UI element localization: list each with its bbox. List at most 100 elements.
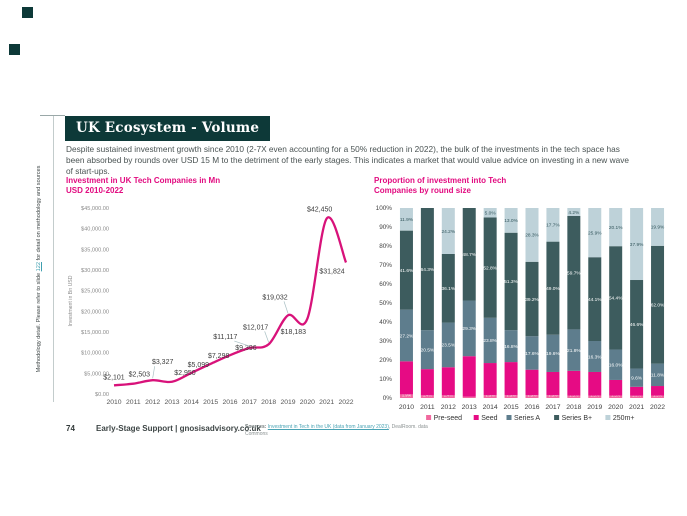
decorative-square-bottom [9, 44, 20, 55]
bar-segment-series-b- [399, 230, 413, 310]
svg-text:2019: 2019 [280, 399, 295, 406]
svg-text:2022: 2022 [338, 399, 353, 406]
data-point-label: $12,017 [243, 324, 268, 331]
bar-segment-250m- [504, 208, 518, 233]
svg-text:16.3%: 16.3% [588, 354, 602, 360]
bar-segment-seed [525, 369, 539, 396]
svg-text:10%: 10% [379, 376, 392, 383]
svg-text:23.5%: 23.5% [442, 343, 456, 349]
svg-text:2013: 2013 [164, 399, 179, 406]
slide-title-box: UK Ecosystem - Volume [65, 116, 271, 141]
bar-segment-pre-seed [399, 394, 413, 398]
bar-segment-seed [420, 369, 434, 396]
bar-segment-series-b- [588, 257, 602, 341]
legend-swatch-series-b- [554, 415, 560, 420]
bar-segment-series-b- [546, 241, 560, 335]
bar-segment-series-a [525, 336, 539, 370]
bar-segment-seed [651, 386, 665, 396]
svg-text:2020: 2020 [608, 404, 623, 411]
bar-segment-series-b- [504, 232, 518, 331]
svg-text:60%: 60% [379, 281, 392, 288]
sources-label: Sources: [245, 424, 267, 430]
bar-segment-pre-seed [609, 395, 623, 398]
svg-text:23.8%: 23.8% [483, 338, 497, 344]
svg-text:21.8%: 21.8% [567, 348, 581, 354]
svg-text:$40,000.00: $40,000.00 [81, 227, 109, 233]
svg-text:$45,000.00: $45,000.00 [81, 206, 109, 212]
divider-line-vertical [53, 116, 54, 402]
bar-segment-250m- [483, 208, 497, 218]
svg-text:13.0%: 13.0% [504, 218, 518, 224]
svg-text:2017: 2017 [545, 404, 560, 411]
svg-text:39.2%: 39.2% [525, 297, 539, 303]
svg-text:44.1%: 44.1% [588, 297, 602, 303]
data-point-label: $7,298 [208, 353, 230, 360]
bar-segment-pre-seed [504, 395, 518, 398]
methodology-slide-link[interactable]: 122 [36, 262, 42, 272]
svg-text:2015: 2015 [504, 404, 519, 411]
svg-text:49.0%: 49.0% [546, 286, 560, 292]
svg-text:51.3%: 51.3% [504, 279, 518, 285]
bar-segment-pre-seed [462, 396, 476, 398]
bar-segment-seed [609, 379, 623, 396]
bar-segment-series-b- [609, 246, 623, 350]
data-point-label: $5,099 [188, 362, 210, 369]
svg-text:19.6%: 19.6% [546, 351, 560, 357]
bar-segment-series-b- [651, 245, 665, 364]
bar-segment-series-b- [441, 253, 455, 323]
methodology-note: Methodology detail. Please refer to slid… [36, 136, 52, 402]
data-point-label: $42,450 [307, 207, 332, 214]
sources-link[interactable]: Investment in Tech in the UK (data from … [267, 424, 389, 430]
sources-note: Sources: Investment in Tech in the UK (d… [245, 424, 450, 437]
bar-segment-series-a [420, 330, 434, 370]
svg-text:30%: 30% [379, 338, 392, 345]
svg-text:$20,000.00: $20,000.00 [81, 309, 109, 315]
svg-text:2010: 2010 [399, 404, 414, 411]
svg-text:16.0%: 16.0% [609, 363, 623, 369]
legend-label: Series B+ [562, 415, 593, 422]
methodology-note-text: Methodology detail. Please refer to slid… [36, 136, 52, 402]
bar-segment-250m- [546, 208, 560, 242]
svg-text:$10,000.00: $10,000.00 [81, 351, 109, 357]
legend-swatch-series-a [506, 415, 512, 420]
bar-segment-series-a [441, 322, 455, 368]
svg-text:48.7%: 48.7% [462, 252, 476, 258]
svg-text:2012: 2012 [441, 404, 456, 411]
bar-segment-pre-seed [588, 395, 602, 398]
svg-text:Investment in Bn USD: Investment in Bn USD [68, 275, 74, 326]
svg-text:16.8%: 16.8% [504, 344, 518, 350]
bar-segment-pre-seed [483, 395, 497, 398]
bar-segment-250m- [588, 208, 602, 258]
bar-segment-seed [441, 367, 455, 396]
page-number: 74 [66, 424, 75, 433]
bar-segment-seed [567, 370, 581, 396]
svg-text:28.3%: 28.3% [525, 233, 539, 239]
investment-line-chart: Investment in UK Tech Companies in Mn US… [62, 176, 374, 414]
bar-segment-250m- [525, 208, 539, 262]
bar-segment-250m- [609, 208, 623, 247]
bar-segment-series-a [609, 349, 623, 380]
bar-segment-series-a [483, 317, 497, 364]
svg-text:2011: 2011 [126, 399, 141, 406]
svg-text:70%: 70% [379, 262, 392, 269]
bar-segment-250m- [399, 208, 413, 231]
svg-text:25.9%: 25.9% [588, 230, 602, 236]
svg-text:$15,000.00: $15,000.00 [81, 330, 109, 336]
svg-text:11.8%: 11.8% [651, 373, 665, 379]
svg-text:2017: 2017 [242, 399, 257, 406]
bar-segment-series-a [630, 368, 644, 387]
bar-chart-canvas: 0% 10% 20% 30% 40% 50% 60% 70% 80% 90% 100% 1.9% 27.… [376, 205, 666, 422]
bar-segment-series-b- [567, 215, 581, 330]
data-point-label: $2,101 [103, 374, 125, 381]
bar-segment-250m- [630, 208, 644, 281]
slide-summary-text: Despite sustained investment growth sinc… [66, 144, 629, 176]
svg-text:$35,000.00: $35,000.00 [81, 247, 109, 253]
svg-text:2016: 2016 [524, 404, 539, 411]
bar-segment-250m- [651, 208, 665, 246]
bar-segment-series-a [546, 334, 560, 372]
svg-text:2022: 2022 [650, 404, 665, 411]
svg-text:11.9%: 11.9% [400, 217, 414, 223]
svg-text:80%: 80% [379, 243, 392, 250]
svg-text:24.2%: 24.2% [442, 229, 456, 235]
data-point-label: $9,396 [235, 345, 257, 352]
